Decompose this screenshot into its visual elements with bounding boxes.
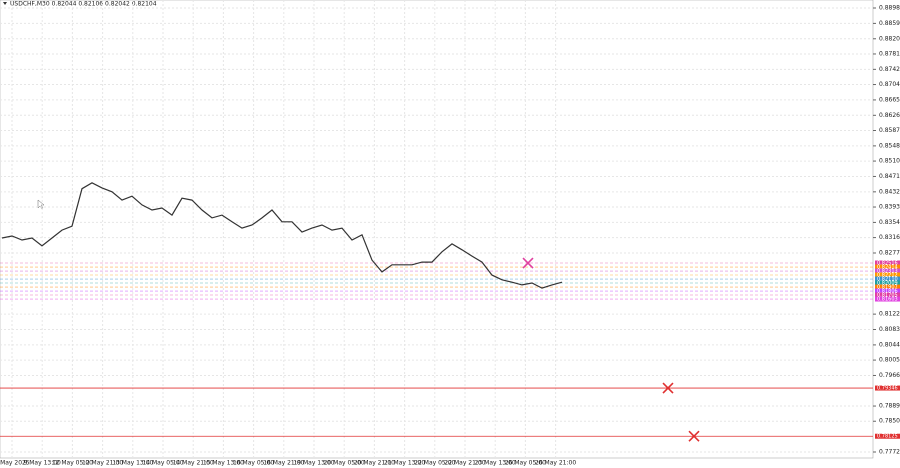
y-tick-label: 0.83545 xyxy=(879,219,900,226)
level-marker xyxy=(688,430,700,442)
x-tick-label: 16 May 21:00 xyxy=(263,460,304,467)
x-tick-label: 19 May 13:00 xyxy=(293,460,334,467)
y-tick-label: 0.83935 xyxy=(879,204,900,211)
x-tick-label: 15 May 13:00 xyxy=(203,460,244,467)
x-tick-label: 22 May 21:00 xyxy=(444,460,485,467)
chart-title: USDCHF,M30 0.82044 0.82106 0.82042 0.821… xyxy=(10,1,157,8)
level-label: 0.81806 xyxy=(877,289,898,295)
level-label-box xyxy=(875,284,900,290)
level-marker xyxy=(522,257,534,269)
level-label-box xyxy=(875,433,900,439)
price-line xyxy=(1,182,563,289)
x-tick-label: 20 May 05:00 xyxy=(324,460,365,467)
y-tick-label: 0.87815 xyxy=(879,50,900,57)
level-label-box xyxy=(875,296,900,302)
y-tick-label: 0.80055 xyxy=(879,357,900,364)
level-label: 0.81705 xyxy=(877,292,898,298)
level-label: 0.82516 xyxy=(877,261,898,267)
level-label: 0.82009 xyxy=(877,281,898,287)
level-label-box xyxy=(875,268,900,274)
x-tick-label: 20 May 21:00 xyxy=(354,460,395,467)
y-tick-label: 0.85485 xyxy=(879,142,900,149)
y-tick-label: 0.78505 xyxy=(879,418,900,425)
x-tick-label: 22 May 05:00 xyxy=(414,460,455,467)
y-tick-label: 0.87425 xyxy=(879,66,900,73)
x-tick-label: 14 May 21:00 xyxy=(173,460,214,467)
level-marker xyxy=(662,382,674,394)
y-tick-label: 0.77725 xyxy=(879,449,900,456)
x-tick-label: 9 May 13:00 xyxy=(24,460,62,467)
plot-frame xyxy=(0,0,874,459)
level-label-box xyxy=(875,264,900,270)
level-label: 0.81603 xyxy=(877,297,898,303)
level-label-box xyxy=(875,272,900,278)
level-label: 0.78125 xyxy=(877,434,898,440)
x-tick-label: 14 May 05:00 xyxy=(142,460,183,467)
level-label: 0.82313 xyxy=(877,269,898,275)
x-tick-label: 21 May 13:00 xyxy=(384,460,425,467)
y-tick-label: 0.79665 xyxy=(879,372,900,379)
level-label-box xyxy=(875,288,900,294)
level-label-box xyxy=(875,280,900,286)
x-tick-label: 13 May 13:00 xyxy=(112,460,153,467)
level-label-box xyxy=(875,260,900,266)
level-label: 0.82110 xyxy=(877,277,898,283)
level-label: 0.79346 xyxy=(877,386,898,392)
level-label-box xyxy=(875,292,900,298)
y-tick-label: 0.85875 xyxy=(879,127,900,134)
level-label-box xyxy=(875,385,900,391)
level-label: 0.82212 xyxy=(877,272,898,278)
x-tick-label: 26 May 21:00 xyxy=(535,460,576,467)
x-tick-label: 8 May 2025 xyxy=(0,460,30,467)
menu-arrow xyxy=(3,2,7,5)
x-tick-label: 16 May 05:00 xyxy=(233,460,274,467)
x-tick-label: 12 May 21:00 xyxy=(82,460,123,467)
x-tick-label: 23 May 13:00 xyxy=(475,460,516,467)
x-tick-label: 12 May 05:00 xyxy=(52,460,93,467)
x-tick-label: 26 May 05:00 xyxy=(505,460,546,467)
level-label-box xyxy=(875,276,900,282)
level-label: 0.82414 xyxy=(877,265,898,271)
level-label: 0.81907 xyxy=(877,285,898,291)
